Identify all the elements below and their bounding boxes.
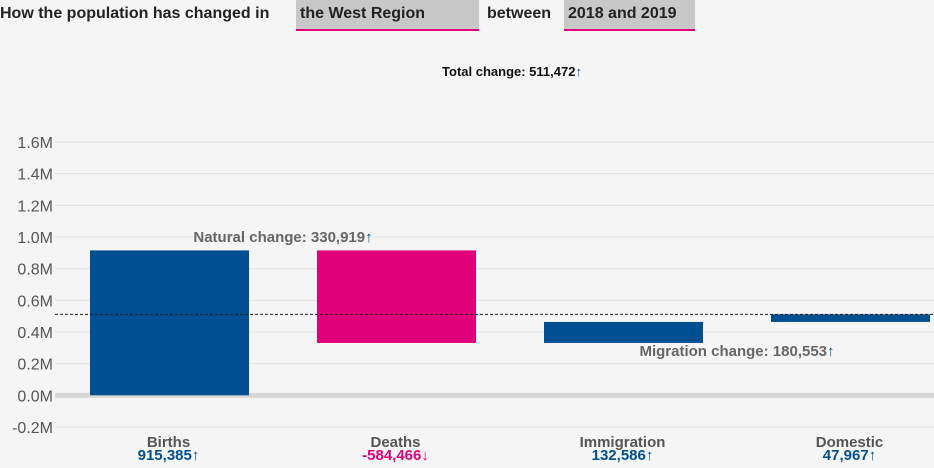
region-selector[interactable]: the West Region <box>296 0 479 31</box>
y-tick-label: 0.0M <box>17 388 53 405</box>
bar-births <box>90 250 249 396</box>
chart-header: How the population has changed in the We… <box>0 0 934 34</box>
category-label: Deaths <box>370 434 420 451</box>
y-tick-label: 0.8M <box>17 262 53 279</box>
total-change-arrow: ↑ <box>575 64 582 79</box>
value-label: 915,385↑ <box>138 447 200 464</box>
natural-change-label: Natural change: 330,919↑ <box>193 229 372 246</box>
migration-change-label: Migration change: 180,553↑ <box>639 343 834 360</box>
y-tick-label: 1.2M <box>17 198 53 215</box>
y-tick-label: 0.6M <box>17 293 53 310</box>
bar-immigration <box>544 321 703 343</box>
category-label: Immigration <box>580 434 666 451</box>
header-between: between <box>487 5 552 22</box>
total-change-label: Total change: 511,472 <box>442 64 576 79</box>
value-label: 47,967↑ <box>823 447 876 464</box>
period-selector[interactable]: 2018 and 2019 <box>564 0 695 31</box>
value-label: -584,466↓ <box>362 447 429 464</box>
total-change: Total change: 511,472↑ <box>45 64 934 79</box>
value-label: 132,586↑ <box>592 447 654 464</box>
bar-domestic <box>771 314 930 322</box>
y-tick-label: -0.2M <box>12 420 53 437</box>
bar-deaths <box>317 250 476 343</box>
y-tick-label: 1.4M <box>17 167 53 184</box>
header-prefix: How the population has changed in <box>0 5 270 22</box>
y-tick-label: 0.2M <box>17 357 53 374</box>
y-tick-label: 1.0M <box>17 230 53 247</box>
y-tick-label: 1.6M <box>17 135 53 152</box>
category-label: Domestic <box>816 434 884 451</box>
y-tick-label: 0.4M <box>17 325 53 342</box>
category-label: Births <box>147 434 190 451</box>
